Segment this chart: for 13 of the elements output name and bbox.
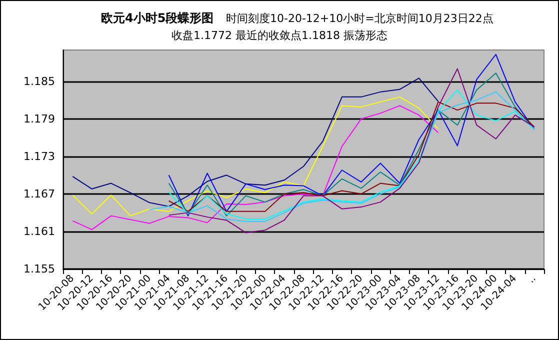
- y-tick-label: 1.167: [24, 187, 55, 200]
- text: 收盘1.1772 最近的收敛点1.1818 振荡形态: [172, 29, 388, 42]
- y-tick-label: 1.155: [24, 262, 55, 276]
- line-series: [72, 78, 439, 207]
- y-tick-label: 1.179: [24, 112, 55, 126]
- x-tick-label: ..: [526, 273, 538, 286]
- y-tick-label: 1.185: [24, 74, 55, 88]
- line-series: [72, 96, 439, 216]
- chart-title: 欧元4小时5段蝶形图: [101, 11, 214, 25]
- y-tick-label: 1.173: [24, 150, 55, 163]
- y-tick-label: 1.161: [24, 224, 55, 238]
- chart-subtitle: 时间刻度10-20-12+10小时=北京时间10月23日22点: [226, 12, 494, 25]
- line-series: [72, 105, 439, 230]
